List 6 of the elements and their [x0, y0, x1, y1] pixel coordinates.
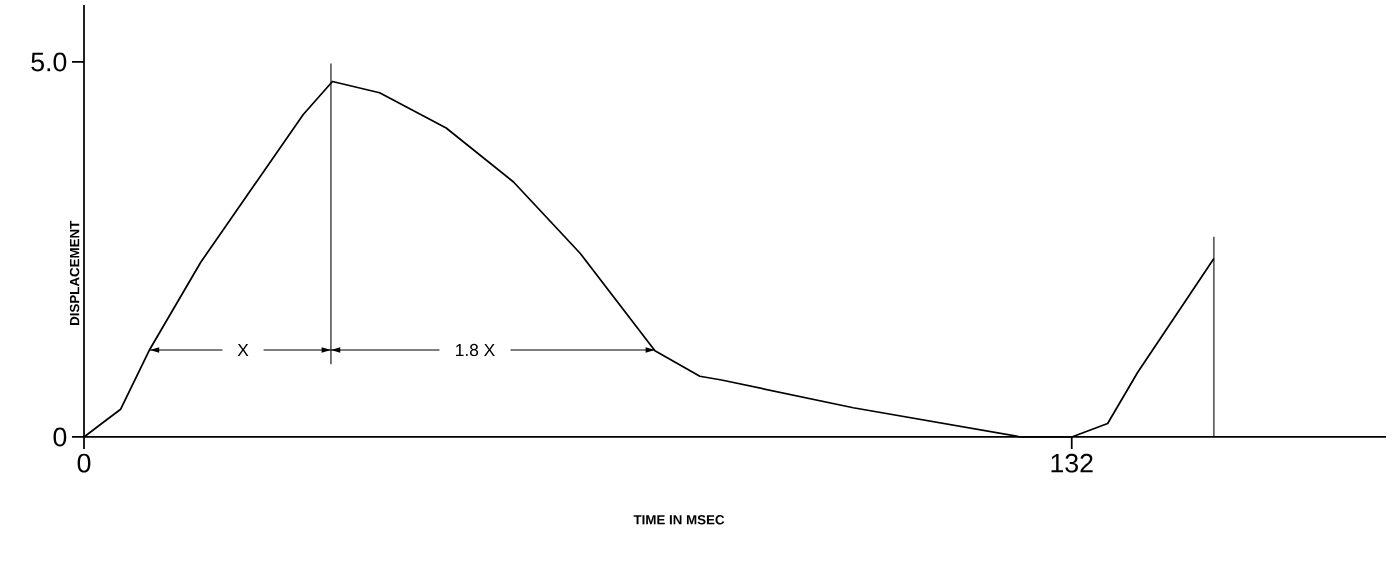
y-tick-label: 5.0: [31, 52, 67, 72]
x-tick-label: 132: [1051, 453, 1093, 473]
x-axis-title: TIME IN MSEC: [633, 515, 725, 525]
y-axis-title: DISPLACEMENT: [69, 220, 80, 325]
annotation: 1.8 X: [456, 343, 495, 357]
annotation: X: [237, 344, 249, 356]
